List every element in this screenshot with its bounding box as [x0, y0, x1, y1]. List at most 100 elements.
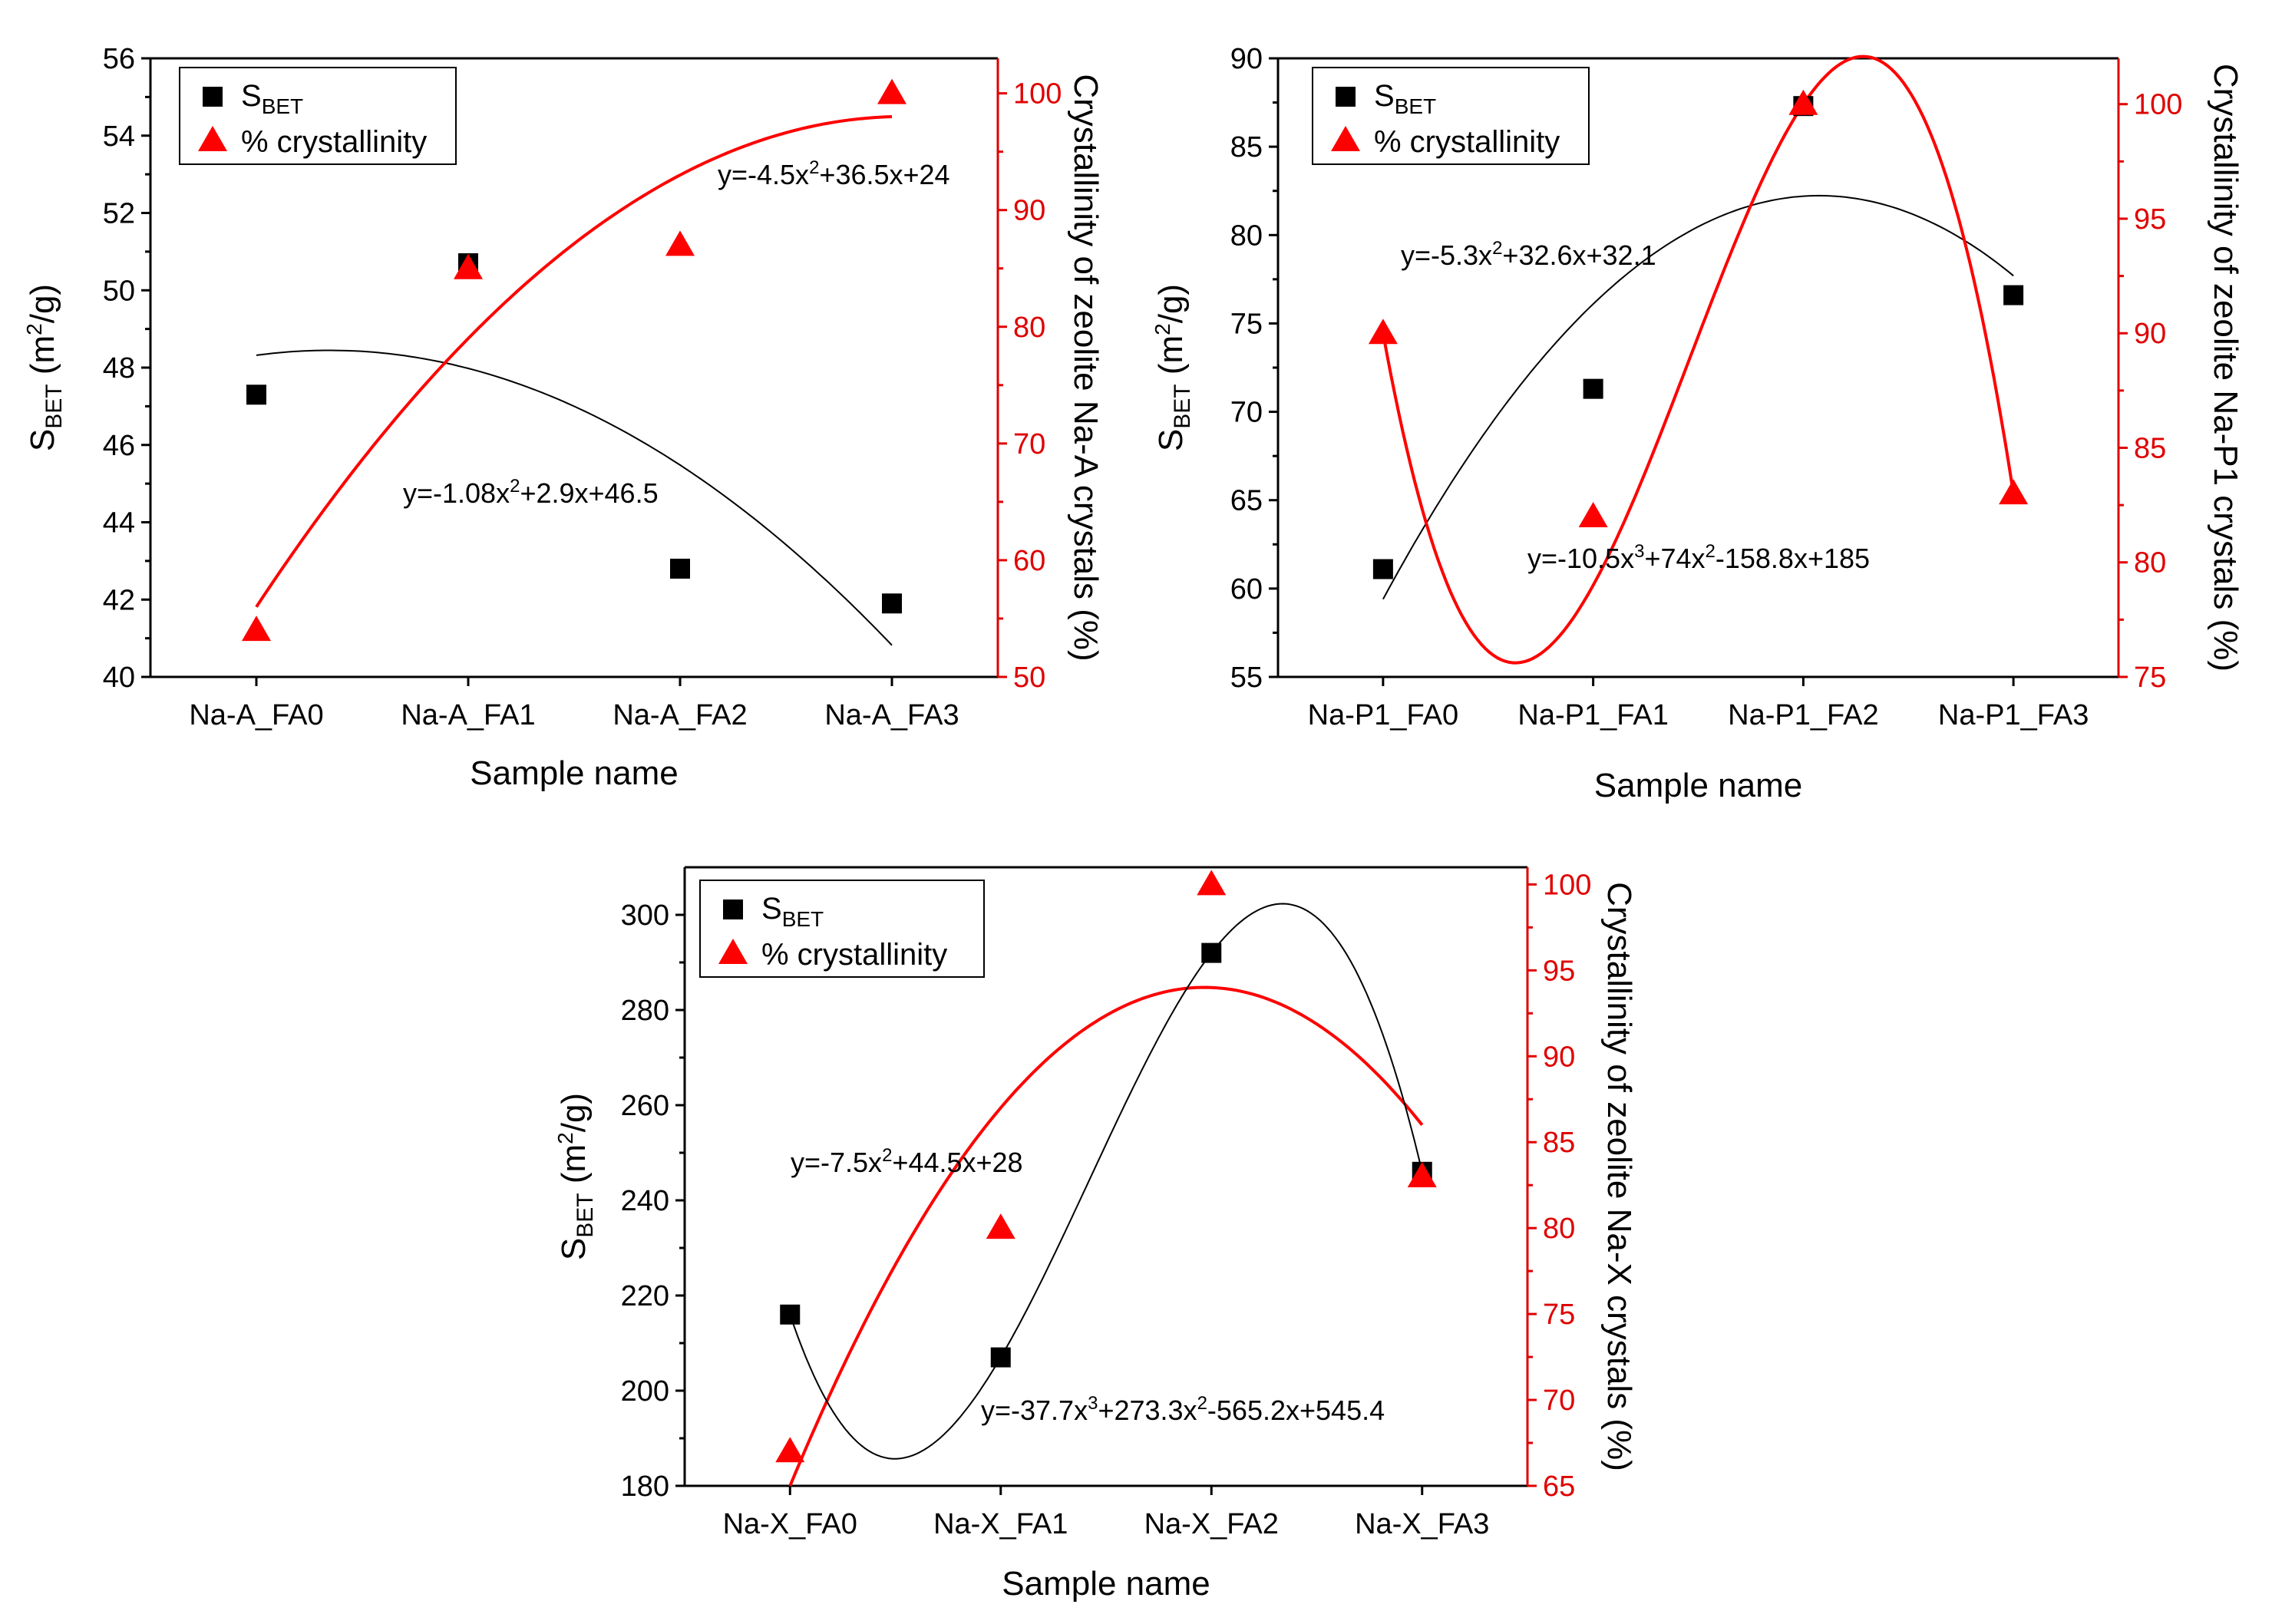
- sbet-point: [990, 1347, 1011, 1368]
- right-tick-label: 60: [1013, 545, 1045, 577]
- crystallinity-fit-curve: [788, 985, 1424, 1487]
- sbet-point: [780, 1304, 801, 1325]
- legend-label-sbet: SBET: [761, 892, 824, 931]
- x-tick-label: Na-X_FA0: [723, 1508, 857, 1540]
- x-tick-label: Na-A_FA0: [189, 699, 323, 731]
- legend-label-crystallinity: % crystallinity: [1374, 125, 1560, 159]
- sbet-point: [670, 558, 690, 579]
- left-tick-label: 50: [103, 275, 135, 307]
- right-tick-label: 80: [1013, 312, 1045, 344]
- x-tick-label: Na-A_FA1: [401, 699, 535, 731]
- right-tick-label: 70: [1543, 1385, 1575, 1417]
- x-tick-label: Na-P1_FA2: [1728, 699, 1878, 731]
- chart-na-p1: 55 60 65 70 75 80 85 90 75 80 85 90 95 100 Na-P1_FA0 Na…: [1151, 43, 2244, 804]
- left-tick-label: 52: [103, 198, 135, 230]
- crystallinity-point: [1788, 89, 1818, 115]
- left-tick-label: 40: [103, 662, 135, 694]
- crystallinity-point: [877, 78, 906, 104]
- left-tick-label: 54: [103, 120, 135, 153]
- left-tick-label: 44: [103, 507, 135, 540]
- crystallinity-point: [775, 1437, 805, 1463]
- left-tick-label: 200: [621, 1375, 669, 1408]
- crystallinity-point: [454, 253, 483, 279]
- legend: SBET % crystallinity: [699, 880, 985, 978]
- right-axis-title: Crystallinity of zeolite Na-P1 crystals …: [2207, 64, 2244, 672]
- left-tick-label: 240: [621, 1185, 669, 1217]
- legend-square-icon: [203, 87, 223, 107]
- sbet-point: [2003, 285, 2024, 305]
- legend-box: [179, 67, 457, 165]
- left-tick-label: 85: [1230, 131, 1263, 163]
- right-axis-title: Crystallinity of zeolite Na-A crystals (…: [1067, 74, 1105, 661]
- fit-equation-label: y=-4.5x2+36.5x+24: [718, 157, 950, 190]
- crystallinity-point: [242, 616, 271, 642]
- legend-label-sbet: SBET: [241, 79, 303, 118]
- right-tick-label: 95: [1543, 955, 1575, 987]
- left-axis-title: SBET (m2/g): [553, 1093, 598, 1260]
- x-axis-title: Sample name: [1594, 767, 1802, 804]
- x-tick-label: Na-P1_FA1: [1517, 699, 1668, 731]
- x-tick-label: Na-X_FA3: [1355, 1508, 1489, 1540]
- right-tick-label: 95: [2134, 203, 2166, 236]
- sbet-fit-curve: [789, 903, 1423, 1460]
- right-tick-label: 75: [2134, 662, 2166, 694]
- right-tick-label: 90: [1013, 195, 1045, 227]
- right-tick-label: 65: [1543, 1471, 1575, 1503]
- legend-box: [699, 880, 985, 978]
- crystallinity-point: [1197, 870, 1227, 896]
- legend-square-icon: [1336, 87, 1356, 107]
- fit-equation-label: y=-37.7x3+273.3x2-565.2x+545.4: [981, 1393, 1385, 1426]
- crystallinity-point: [1578, 502, 1608, 528]
- legend-square-icon: [723, 899, 743, 919]
- crystallinity-fit-curve: [255, 115, 893, 608]
- left-tick-label: 300: [621, 899, 669, 932]
- left-tick-label: 220: [621, 1280, 669, 1312]
- crystallinity-point: [1999, 479, 2029, 505]
- chart-na-x: 180 200 220 240 260 280 300 65 70 75 80 85 90 95 100 Na…: [553, 866, 1638, 1603]
- crystallinity-point: [665, 230, 695, 256]
- right-tick-label: 80: [2134, 547, 2166, 579]
- crystallinity-fit-curve: [1381, 54, 2016, 665]
- left-tick-label: 75: [1230, 308, 1263, 340]
- legend-triangle-icon: [718, 939, 748, 964]
- left-tick-label: 65: [1230, 485, 1263, 517]
- left-tick-label: 70: [1230, 397, 1263, 429]
- right-tick-label: 80: [1543, 1213, 1575, 1245]
- legend: SBET % crystallinity: [1312, 67, 1590, 165]
- sbet-fit-curve: [256, 349, 893, 646]
- left-tick-label: 55: [1230, 662, 1263, 694]
- sbet-point: [1583, 378, 1603, 399]
- left-tick-label: 60: [1230, 573, 1263, 606]
- left-tick-label: 48: [103, 352, 135, 385]
- fit-equation-label: y=-10.5x3+74x2-158.8x+185: [1527, 541, 1870, 574]
- legend-label-crystallinity: % crystallinity: [241, 125, 427, 159]
- right-axis-title: Crystallinity of zeolite Na-X crystals (…: [1600, 882, 1638, 1471]
- x-tick-label: Na-A_FA3: [824, 699, 959, 731]
- x-tick-label: Na-X_FA1: [933, 1508, 1068, 1540]
- left-tick-label: 90: [1230, 43, 1263, 75]
- left-tick-label: 80: [1230, 220, 1263, 252]
- sbet-fit-curve: [1382, 194, 2014, 600]
- left-tick-label: 46: [103, 430, 135, 462]
- left-axis-title: SBET (m2/g): [22, 284, 67, 451]
- chart-na-a: 40 42 44 46 48 50 52 54 56 50 60 70 80 90 100 Na-A_FA0 N…: [22, 43, 1105, 792]
- x-tick-label: Na-X_FA2: [1144, 1508, 1279, 1540]
- x-axis-title: Sample name: [470, 754, 678, 792]
- crystallinity-point: [1407, 1162, 1437, 1187]
- fit-equation-label: y=-5.3x2+32.6x+32.1: [1401, 238, 1656, 271]
- fit-equation-label: y=-7.5x2+44.5x+28: [791, 1145, 1023, 1178]
- legend-label-crystallinity: % crystallinity: [761, 938, 947, 972]
- x-tick-label: Na-P1_FA0: [1308, 699, 1458, 731]
- right-tick-label: 100: [1013, 78, 1062, 111]
- x-tick-label: Na-P1_FA3: [1938, 699, 2089, 731]
- left-tick-label: 280: [621, 995, 669, 1027]
- left-tick-label: 180: [621, 1471, 669, 1503]
- right-tick-label: 100: [1543, 869, 1591, 901]
- right-tick-label: 100: [2134, 89, 2182, 121]
- crystallinity-point: [1368, 319, 1398, 345]
- legend-box: [1312, 67, 1590, 165]
- x-axis-title: Sample name: [1002, 1565, 1210, 1603]
- legend-triangle-icon: [1331, 126, 1360, 151]
- x-tick-label: Na-A_FA2: [613, 699, 747, 731]
